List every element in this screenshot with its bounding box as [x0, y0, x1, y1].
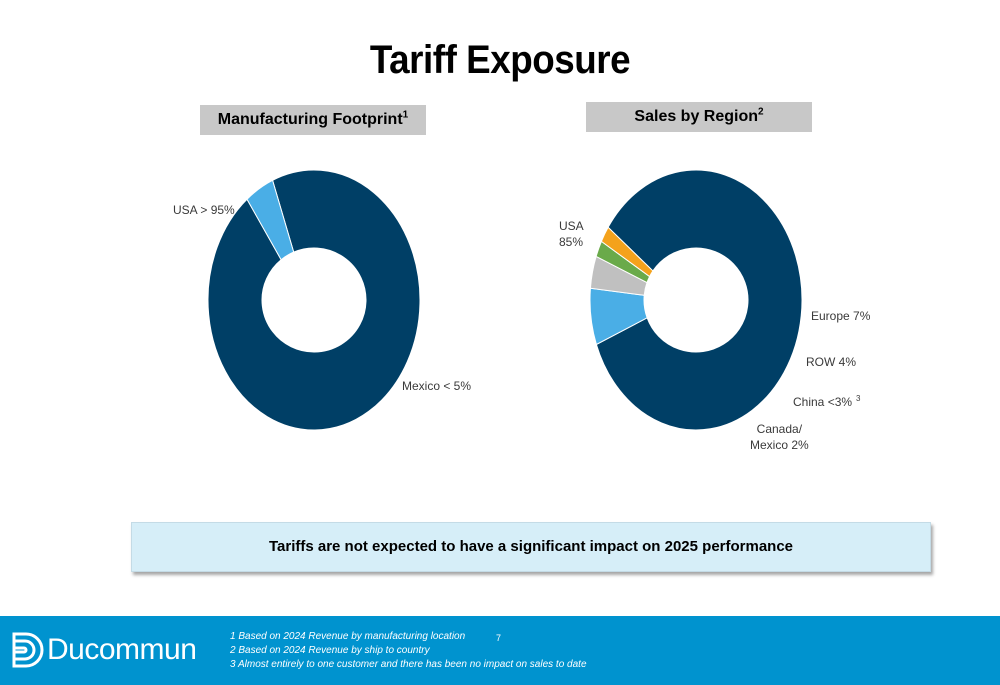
manufacturing-footprint-header-text: Manufacturing Footprint — [217, 111, 403, 128]
slice-canada-mexico — [600, 226, 654, 278]
footnote-1: 1 Based on 2024 Revenue by manufacturing… — [230, 631, 466, 642]
footnote-ref-2: 2 — [758, 106, 764, 118]
sales-donut — [589, 169, 803, 431]
slice-label-china: China <3% 3 — [793, 391, 861, 410]
sales-by-region-header: Sales by Region2 — [586, 102, 812, 132]
footnote-2: 2 Based on 2024 Revenue by ship to count… — [230, 645, 430, 656]
manufacturing-footprint-header: Manufacturing Footprint1 — [200, 105, 426, 135]
manufacturing-donut — [207, 169, 421, 431]
slice-label-china-text: China <3% — [793, 395, 853, 409]
footnote-ref-1: 1 — [402, 109, 409, 121]
page-number: 7 — [496, 633, 502, 643]
slice-label-canada-line2: Mexico 2% — [750, 438, 809, 452]
ducommun-logo-text: Ducommun — [47, 633, 197, 666]
footnote-3: 3 Almost entirely to one customer and th… — [230, 659, 587, 670]
slice-usa — [207, 169, 421, 431]
slice-label-mexico-manufacturing: Mexico < 5% — [402, 379, 472, 393]
sales-by-region-header-text: Sales by Region — [634, 108, 759, 125]
slice-label-row: ROW 4% — [806, 355, 857, 369]
ducommun-logo-icon — [12, 632, 44, 668]
slice-label-canada-line1: Canada/ — [756, 422, 803, 436]
page-title: Tariff Exposure — [369, 38, 631, 82]
slice-label-usa-sales: USA 85% — [559, 218, 584, 250]
slice-label-usa-manufacturing: USA > 95% — [173, 203, 235, 217]
footnotes: 1 Based on 2024 Revenue by manufacturing… — [230, 630, 587, 672]
footnote-ref-3: 3 — [856, 394, 861, 403]
tariff-impact-callout: Tariffs are not expected to have a signi… — [131, 522, 931, 572]
slice-label-europe: Europe 7% — [811, 309, 871, 323]
footer-bar: Ducommun 1 Based on 2024 Revenue by manu… — [0, 616, 1000, 685]
slice-usa — [595, 169, 803, 431]
slice-mexico — [246, 179, 295, 261]
slice-label-usa-value: 85% — [559, 235, 584, 249]
slice-label-canada-mexico: Canada/ Mexico 2% — [750, 421, 809, 453]
slice-label-usa-name: USA — [559, 219, 584, 233]
